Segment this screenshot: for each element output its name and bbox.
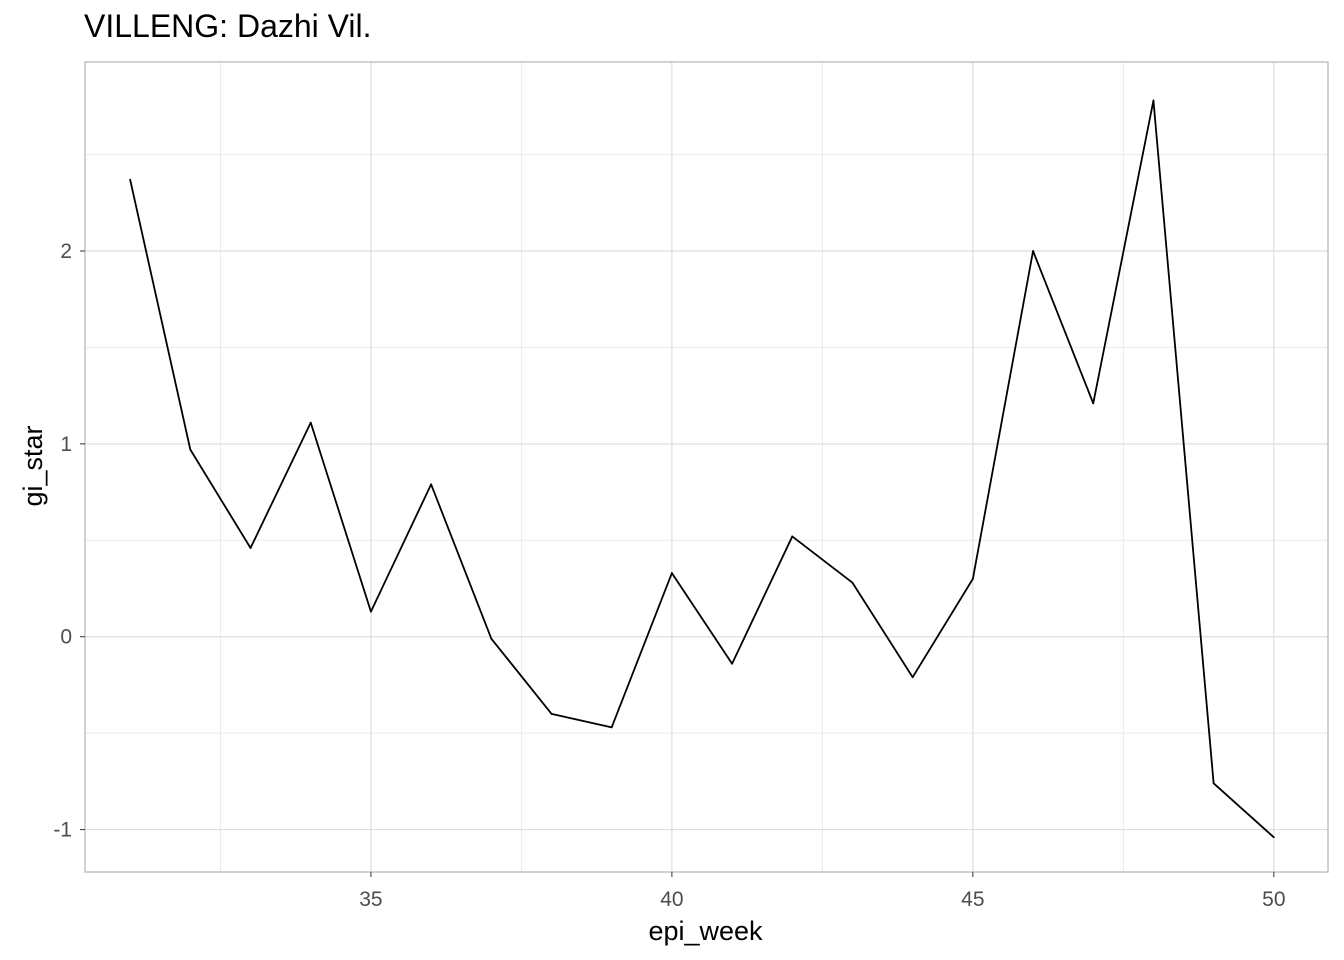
data-point — [189, 448, 192, 451]
y-tick-label: 1 — [60, 433, 72, 456]
data-point — [129, 178, 132, 181]
series-layer — [129, 99, 1275, 839]
data-point — [971, 577, 974, 580]
plot-panel-border — [84, 61, 1329, 873]
data-point — [490, 637, 493, 640]
x-tick-label: 45 — [961, 888, 984, 911]
data-point — [430, 483, 433, 486]
y-tick-label: 0 — [60, 626, 72, 649]
data-point — [911, 676, 914, 679]
data-point — [550, 712, 553, 715]
data-point — [309, 421, 312, 424]
x-axis-ticks: 35 40 45 50 — [359, 872, 1286, 911]
y-tick-label: 2 — [60, 240, 72, 263]
y-axis-title: gi_star — [18, 425, 48, 506]
x-tick-label: 40 — [660, 888, 683, 911]
series-line — [129, 99, 1275, 838]
data-point — [610, 726, 613, 729]
major-gridlines — [85, 62, 1328, 872]
minor-gridlines — [85, 62, 1328, 872]
data-point — [1212, 782, 1215, 785]
data-point — [370, 610, 372, 613]
x-axis-title: epi_week — [648, 916, 763, 946]
data-point — [851, 581, 854, 584]
y-axis-ticks: -1 0 1 2 — [53, 240, 85, 842]
x-tick-label: 50 — [1262, 888, 1285, 911]
data-point — [1152, 99, 1155, 102]
y-tick-label: -1 — [53, 819, 72, 842]
data-point — [1092, 402, 1095, 405]
data-point — [1032, 250, 1034, 252]
data-point — [731, 662, 733, 665]
chart-title: VILLENG: Dazhi Vil. — [84, 8, 372, 44]
data-point — [670, 572, 673, 574]
data-point — [791, 535, 794, 538]
x-tick-label: 35 — [359, 888, 382, 911]
data-point — [249, 547, 252, 549]
data-point — [1272, 836, 1275, 839]
